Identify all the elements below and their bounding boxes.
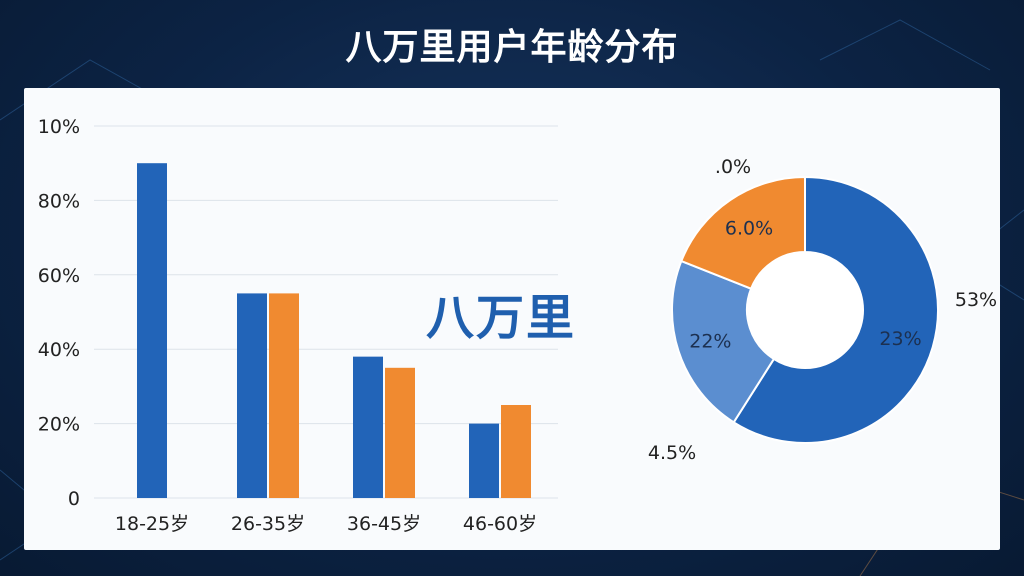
y-tick-label: 0 bbox=[68, 488, 80, 510]
slice-inner-label: 6.0% bbox=[725, 218, 773, 240]
bar bbox=[501, 405, 531, 498]
y-tick-label: 80% bbox=[38, 190, 80, 212]
page-title: 八万里用户年龄分布 bbox=[345, 27, 679, 68]
y-tick-label: 40% bbox=[38, 339, 80, 361]
slice-outer-label: 53% bbox=[955, 289, 997, 311]
x-tick-label: 18-25岁 bbox=[115, 513, 189, 535]
bar bbox=[353, 356, 383, 498]
bar bbox=[385, 367, 415, 498]
slice-outer-label: .0% bbox=[715, 156, 751, 178]
x-tick-label: 26-35岁 bbox=[231, 513, 305, 535]
donut-slice bbox=[680, 175, 806, 290]
slice-inner-label: 22% bbox=[689, 331, 731, 353]
bar bbox=[469, 423, 499, 498]
bar bbox=[137, 163, 167, 498]
slice-outer-label: 4.5% bbox=[648, 442, 696, 464]
y-tick-label: 60% bbox=[38, 265, 80, 287]
donut-slice bbox=[671, 259, 776, 424]
brand-watermark: 八万里 bbox=[426, 290, 577, 346]
x-tick-label: 36-45岁 bbox=[347, 513, 421, 535]
x-tick-label: 46-60岁 bbox=[463, 513, 537, 535]
bar bbox=[237, 293, 267, 498]
donut-hole bbox=[748, 253, 862, 367]
y-tick-label: 20% bbox=[38, 414, 80, 436]
charts-canvas: 0 20% 40% 60% 80% 10% 18-25岁 26-35岁 36-45岁 46-60岁… bbox=[38, 116, 997, 535]
donut-slice bbox=[732, 175, 939, 444]
bar bbox=[269, 293, 299, 498]
slice-inner-label: 23% bbox=[879, 328, 921, 350]
y-tick-label: 10% bbox=[38, 116, 80, 138]
chart-panel: 0 20% 40% 60% 80% 10% 18-25岁 26-35岁 36-45岁 46-60岁… bbox=[24, 88, 1000, 550]
